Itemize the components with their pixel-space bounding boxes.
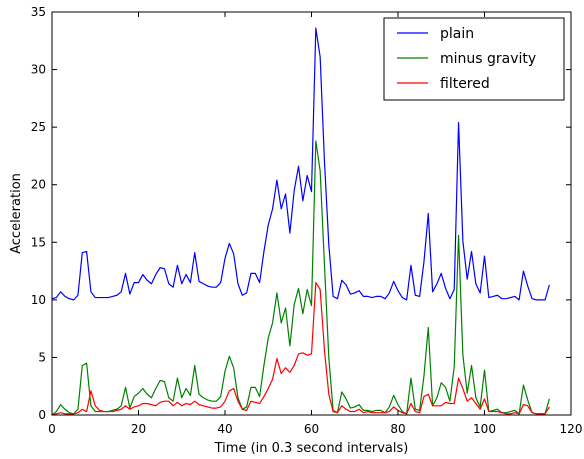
y-axis: 0 5 10 15 20 25 30 35 [31, 5, 571, 422]
y-tick-label: 35 [31, 5, 46, 19]
x-axis-label: Time (in 0.3 second intervals) [214, 441, 409, 456]
x-tick-label: 120 [560, 422, 583, 436]
x-tick-label: 100 [473, 422, 496, 436]
x-tick-label: 60 [304, 422, 319, 436]
y-tick-label: 5 [38, 350, 46, 364]
x-tick-label: 0 [48, 422, 56, 436]
y-tick-label: 20 [31, 178, 46, 192]
x-tick-label: 80 [390, 422, 405, 436]
legend-label-plain: plain [440, 26, 474, 42]
y-axis-label: Acceleration [9, 173, 24, 254]
legend-label-filtered: filtered [440, 76, 490, 92]
series-line-minus-gravity [51, 140, 550, 416]
y-tick-label: 25 [31, 120, 46, 134]
legend: plain minus gravity filtered [383, 17, 565, 101]
x-tick-label: 20 [131, 422, 146, 436]
series-layer [51, 27, 550, 416]
y-tick-label: 30 [31, 63, 46, 77]
y-tick-label: 0 [38, 408, 46, 422]
legend-label-minus-gravity: minus gravity [440, 51, 536, 67]
y-tick-label: 10 [31, 293, 46, 307]
y-tick-label: 15 [31, 235, 46, 249]
legend-box [383, 17, 565, 101]
series-line-filtered [51, 281, 550, 416]
series-line-plain [51, 27, 550, 301]
x-tick-label: 40 [217, 422, 232, 436]
x-axis: 0 20 40 60 80 100 120 [48, 12, 582, 436]
